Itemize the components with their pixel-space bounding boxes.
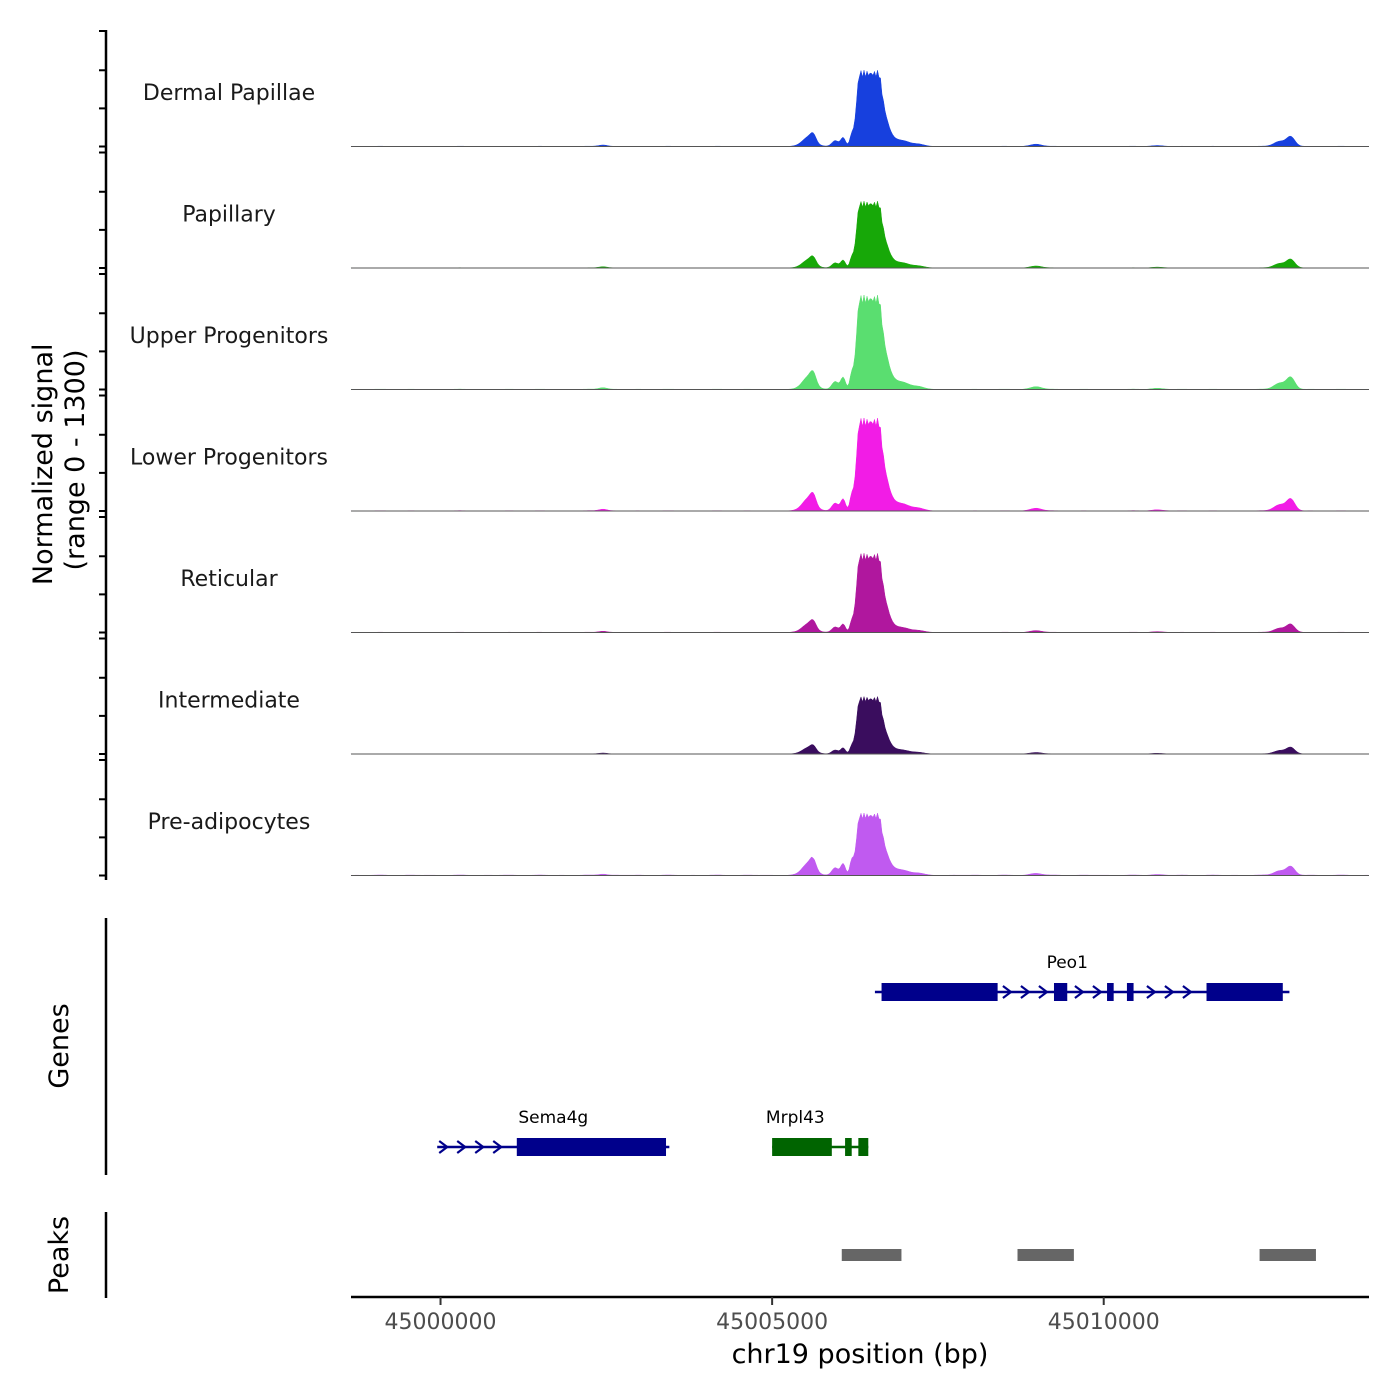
- strand-arrow: [1146, 985, 1157, 999]
- coverage-track-label: Upper Progenitors: [130, 324, 329, 349]
- coverage-track: Intermediate: [158, 689, 1370, 755]
- coverage-track-label: Dermal Papillae: [143, 81, 315, 106]
- gene-exon: [1107, 983, 1114, 1001]
- x-tick-label: 45010000: [1048, 1310, 1160, 1335]
- gene-model: Mrpl43: [766, 1108, 869, 1156]
- genes-panel-title: Genes: [44, 1003, 75, 1088]
- strand-arrow: [1020, 985, 1031, 999]
- x-tick-label: 45000000: [385, 1310, 497, 1335]
- gene-label: Sema4g: [518, 1108, 588, 1128]
- peak-region: [841, 1249, 902, 1261]
- peaks-panel: Peaks: [44, 1212, 1316, 1298]
- coverage-track: Upper Progenitors: [130, 294, 1370, 390]
- x-axis-title: chr19 position (bp): [732, 1339, 989, 1370]
- gene-exon: [772, 1138, 832, 1156]
- coverage-y-axis-title-line2: (range 0 - 1300): [60, 350, 91, 571]
- strand-arrow: [438, 1140, 450, 1154]
- coverage-area: [350, 812, 1370, 876]
- peaks-panel-title: Peaks: [44, 1216, 75, 1294]
- strand-arrow: [1092, 985, 1103, 999]
- coverage-y-axis-title: Normalized signal (range 0 - 1300): [28, 335, 91, 585]
- coverage-y-axis-title-line1: Normalized signal: [28, 344, 59, 586]
- strand-arrow: [492, 1140, 504, 1154]
- strand-arrow: [1182, 985, 1193, 999]
- gene-label: Peo1: [1047, 953, 1088, 973]
- coverage-track: Pre-adipocytes: [148, 810, 1370, 876]
- coverage-tracks: Dermal Papillae Papillary Upper Progenitor…: [130, 70, 1370, 876]
- gene-exon: [845, 1138, 852, 1156]
- strand-arrow: [1164, 985, 1175, 999]
- gene-exon: [881, 983, 998, 1001]
- peak-region: [1017, 1249, 1074, 1261]
- coverage-area: [350, 417, 1370, 512]
- genes-panel: Genes Peo1 Sema4g Mrpl43: [44, 918, 1290, 1175]
- x-tick-label: 45005000: [716, 1310, 828, 1335]
- coverage-track-label: Reticular: [180, 567, 278, 592]
- coverage-track: Dermal Papillae: [143, 70, 1370, 147]
- coverage-track-label: Papillary: [182, 203, 276, 228]
- gene-model: Peo1: [874, 953, 1290, 1001]
- gene-model: Sema4g: [437, 1108, 670, 1156]
- coverage-track-label: Lower Progenitors: [130, 446, 328, 471]
- gene-exon: [516, 1138, 667, 1156]
- gene-exon: [1206, 983, 1283, 1001]
- strand-arrow: [474, 1140, 486, 1154]
- peak-regions: [841, 1249, 1316, 1261]
- strand-arrow: [1074, 985, 1085, 999]
- coverage-area: [350, 294, 1370, 390]
- gene-exon: [1126, 983, 1134, 1001]
- x-axis: 45000000 45005000 45010000 chr19 position …: [351, 1295, 1369, 1370]
- gene-exon: [858, 1138, 869, 1156]
- gene-models: Peo1 Sema4g Mrpl43: [437, 953, 1290, 1156]
- gene-exon: [1053, 983, 1068, 1001]
- gene-label: Mrpl43: [766, 1108, 825, 1128]
- coverage-y-axis: [99, 30, 108, 880]
- strand-arrow: [1002, 985, 1013, 999]
- coverage-track-label: Pre-adipocytes: [148, 810, 311, 835]
- strand-arrow: [1038, 985, 1049, 999]
- coverage-track: Papillary: [182, 200, 1370, 269]
- x-ticks: 45000000 45005000 45010000: [385, 1297, 1160, 1335]
- coverage-track: Reticular: [180, 553, 1370, 633]
- coverage-area: [350, 553, 1370, 633]
- coverage-track: Lower Progenitors: [130, 417, 1370, 512]
- coverage-area: [350, 200, 1370, 269]
- strand-arrow: [456, 1140, 468, 1154]
- coverage-area: [350, 70, 1370, 147]
- coverage-area: [350, 695, 1370, 755]
- coverage-track-label: Intermediate: [158, 689, 300, 714]
- peak-region: [1259, 1249, 1316, 1261]
